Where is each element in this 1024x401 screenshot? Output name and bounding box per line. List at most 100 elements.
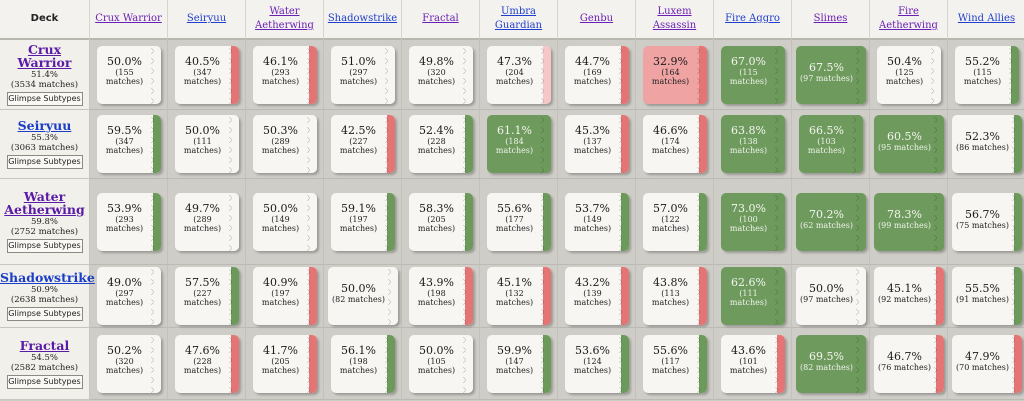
deck-winrate: 50.9%: [30, 285, 58, 295]
matchup-card[interactable]: 47.3% (204 matches): [486, 45, 551, 104]
matchup-card[interactable]: 59.5% (347 matches): [96, 115, 161, 173]
matchup-card[interactable]: 40.5% (347 matches): [174, 45, 239, 104]
matchup-card[interactable]: 59.9% (147 matches): [486, 334, 551, 393]
matchup-card[interactable]: 69.5% (82 matches): [795, 334, 866, 393]
matchup-card[interactable]: 47.6% (228 matches): [174, 334, 239, 393]
glimpse-subtypes-button[interactable]: Glimpse Subtypes: [6, 239, 83, 253]
column-header-link[interactable]: Fire Aggro: [725, 13, 780, 24]
matchup-card[interactable]: 67.5% (97 matches): [795, 45, 866, 104]
column-header: Fire Aetherwing: [870, 0, 948, 40]
matchup-card[interactable]: 50.0% (111 matches): [174, 115, 239, 173]
matchup-card[interactable]: 45.3% (137 matches): [564, 115, 629, 173]
matchup-card[interactable]: 55.6% (117 matches): [642, 334, 707, 393]
matchup-cell: 55.2% (115 matches): [948, 40, 1024, 110]
deck-name-link[interactable]: Crux Warrior: [17, 42, 72, 70]
matchup-card[interactable]: 47.9% (70 matches): [951, 334, 1022, 393]
matchup-card[interactable]: 43.9% (198 matches): [408, 267, 473, 325]
column-header-link[interactable]: Wind Allies: [957, 13, 1016, 24]
matchup-card[interactable]: 43.2% (139 matches): [564, 267, 629, 325]
matchup-card[interactable]: 59.1% (197 matches): [330, 192, 395, 251]
matchup-card[interactable]: 50.2% (320 matches): [96, 334, 161, 393]
matchup-card[interactable]: 56.1% (198 matches): [330, 334, 395, 393]
card-edge-strip: [230, 45, 239, 104]
matchup-card[interactable]: 60.5% (95 matches): [873, 115, 944, 173]
matchup-card[interactable]: 58.3% (205 matches): [408, 192, 473, 251]
glimpse-subtypes-button[interactable]: Glimpse Subtypes: [6, 92, 83, 106]
matchup-cell: 44.7% (169 matches): [558, 40, 636, 110]
matchup-card[interactable]: 55.5% (91 matches): [951, 267, 1022, 325]
deck-name-link[interactable]: Shadowstrike: [0, 270, 95, 285]
column-header-link[interactable]: Fractal: [422, 13, 459, 24]
matchup-card[interactable]: 53.6% (124 matches): [564, 334, 629, 393]
column-header-link[interactable]: Seiryuu: [186, 13, 227, 24]
matchup-card[interactable]: 50.3% (289 matches): [252, 115, 317, 173]
matchup-card[interactable]: 66.5% (103 matches): [798, 115, 863, 173]
glimpse-subtypes-button[interactable]: Glimpse Subtypes: [6, 307, 83, 321]
deck-name-link[interactable]: Seiryuu: [17, 118, 72, 133]
matchup-card[interactable]: 41.7% (205 matches): [252, 334, 317, 393]
column-header-link[interactable]: Slimes: [813, 13, 848, 24]
matchup-card[interactable]: 55.2% (115 matches): [954, 45, 1019, 104]
matchup-card[interactable]: 73.0% (100 matches): [720, 192, 785, 251]
matchup-card[interactable]: 53.9% (293 matches): [96, 192, 161, 251]
matchup-card[interactable]: 50.0% (155 matches): [96, 45, 161, 104]
matchup-card[interactable]: 45.1% (92 matches): [873, 267, 944, 325]
matchup-card[interactable]: 45.1% (132 matches): [486, 267, 551, 325]
column-header-link[interactable]: Shadowstrike: [327, 13, 398, 24]
matchup-card[interactable]: 67.0% (115 matches): [720, 45, 785, 104]
matchup-card[interactable]: 55.6% (177 matches): [486, 192, 551, 251]
column-header-link[interactable]: Genbu: [579, 13, 614, 24]
matchup-card[interactable]: 50.0% (97 matches): [795, 267, 866, 325]
matchup-winrate: 70.2%: [809, 207, 844, 221]
glimpse-subtypes-button[interactable]: Glimpse Subtypes: [6, 155, 83, 169]
matchup-card[interactable]: 40.9% (197 matches): [252, 267, 317, 325]
matchup-card[interactable]: 57.5% (227 matches): [174, 267, 239, 325]
matchup-card[interactable]: 44.7% (169 matches): [564, 45, 629, 104]
column-header: Fire Aggro: [714, 0, 792, 40]
matchup-card[interactable]: 62.6% (111 matches): [720, 267, 785, 325]
matchup-card[interactable]: 49.8% (320 matches): [408, 45, 473, 104]
matchup-card[interactable]: 50.0% (149 matches): [252, 192, 317, 251]
matchup-card[interactable]: 49.0% (297 matches): [96, 267, 161, 325]
matchup-card[interactable]: 43.6% (101 matches): [720, 334, 785, 393]
matchup-card[interactable]: 50.4% (125 matches): [876, 45, 941, 104]
deck-name-link[interactable]: Fractal: [19, 337, 70, 353]
matchup-card[interactable]: 46.1% (293 matches): [252, 45, 317, 104]
matchup-card[interactable]: 63.8% (138 matches): [720, 115, 785, 173]
matchup-winrate: 66.5%: [809, 124, 844, 137]
matchup-card[interactable]: 50.0% (105 matches): [408, 334, 473, 393]
matchup-card[interactable]: 46.7% (76 matches): [873, 334, 944, 393]
matchup-card[interactable]: 32.9% (164 matches): [642, 45, 707, 104]
matchup-card[interactable]: 56.7% (75 matches): [951, 192, 1022, 251]
glimpse-subtypes-button[interactable]: Glimpse Subtypes: [6, 374, 83, 389]
matchup-winrate: 46.6%: [653, 124, 688, 137]
matchup-winrate: 50.0%: [185, 124, 220, 137]
matchup-count: (205 matches): [417, 214, 456, 233]
matchup-winrate: 50.0%: [809, 282, 844, 295]
matchup-card[interactable]: 49.7% (289 matches): [174, 192, 239, 251]
matchup-card[interactable]: 52.4% (228 matches): [408, 115, 473, 173]
deck-name-link[interactable]: Water Aetherwing: [4, 189, 85, 217]
matchup-count: (197 matches): [261, 289, 300, 307]
card-edge-strip: [620, 334, 629, 393]
matchup-card[interactable]: 50.0% (82 matches): [327, 267, 398, 325]
column-header-link[interactable]: Umbra Guardian: [494, 6, 543, 31]
matchup-winrate: 40.5%: [185, 54, 220, 68]
matchup-card[interactable]: 57.0% (122 matches): [642, 192, 707, 251]
matchup-card[interactable]: 43.8% (113 matches): [642, 267, 707, 325]
matchup-card[interactable]: 51.0% (297 matches): [330, 45, 395, 104]
matchup-cell: 45.3% (137 matches): [558, 110, 636, 179]
matchup-card[interactable]: 70.2% (62 matches): [795, 192, 866, 251]
matchup-card[interactable]: 46.6% (174 matches): [642, 115, 707, 173]
matchup-card[interactable]: 52.3% (86 matches): [951, 115, 1022, 173]
matchup-card[interactable]: 53.7% (149 matches): [564, 192, 629, 251]
matchup-card[interactable]: 42.5% (227 matches): [330, 115, 395, 173]
column-header-link[interactable]: Water Aetherwing: [255, 6, 314, 31]
column-header-link[interactable]: Luxem Assassin: [652, 6, 697, 31]
column-header-link[interactable]: Crux Warrior: [95, 13, 162, 24]
matchup-card[interactable]: 61.1% (184 matches): [486, 115, 551, 173]
matchup-card[interactable]: 78.3% (99 matches): [873, 192, 944, 251]
matchup-cell: 53.6% (124 matches): [558, 328, 636, 400]
column-header-link[interactable]: Fire Aetherwing: [879, 6, 938, 31]
matchup-count: (132 matches): [495, 289, 534, 307]
